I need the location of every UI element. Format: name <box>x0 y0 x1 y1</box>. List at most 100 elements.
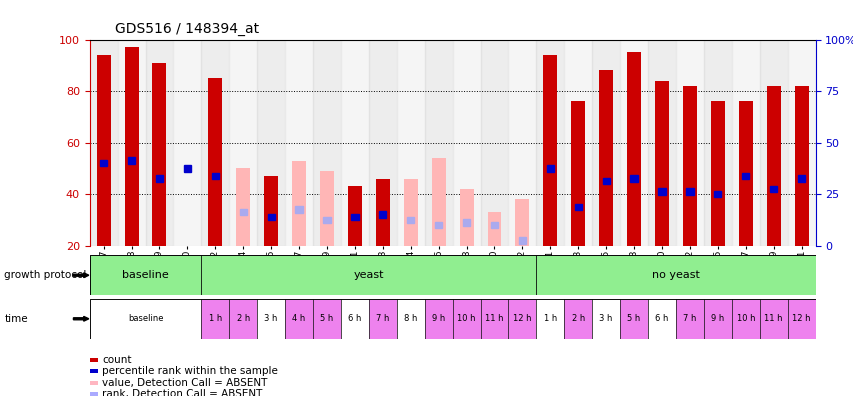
Bar <box>340 40 368 246</box>
Bar <box>546 165 554 171</box>
Bar <box>347 186 362 246</box>
Bar <box>602 178 609 185</box>
Bar <box>267 214 275 221</box>
Bar <box>599 70 612 246</box>
Bar <box>351 214 358 221</box>
Bar <box>591 40 619 246</box>
Text: 11 h: 11 h <box>485 314 503 323</box>
Bar <box>379 211 386 218</box>
Bar <box>128 157 135 164</box>
Bar <box>786 40 815 246</box>
Bar <box>564 299 591 339</box>
Bar <box>155 175 163 182</box>
Bar <box>403 179 417 246</box>
Text: 8 h: 8 h <box>403 314 417 323</box>
Text: GDS516 / 148394_at: GDS516 / 148394_at <box>115 22 259 36</box>
Bar <box>452 40 480 246</box>
Bar <box>682 86 696 246</box>
Bar <box>340 299 368 339</box>
Bar <box>536 40 564 246</box>
Bar <box>676 299 703 339</box>
Bar <box>647 299 676 339</box>
Text: 9 h: 9 h <box>711 314 723 323</box>
Bar <box>323 217 330 223</box>
Bar <box>212 173 218 179</box>
Text: 12 h: 12 h <box>513 314 531 323</box>
Bar <box>793 86 808 246</box>
Bar <box>257 40 285 246</box>
Text: 6 h: 6 h <box>348 314 361 323</box>
Text: 10 h: 10 h <box>735 314 754 323</box>
Text: 12 h: 12 h <box>792 314 809 323</box>
Bar <box>285 299 313 339</box>
Bar <box>731 40 759 246</box>
Bar <box>487 212 501 246</box>
Bar <box>769 186 776 192</box>
Bar <box>759 40 786 246</box>
Bar <box>731 299 759 339</box>
Bar <box>407 217 414 223</box>
Text: rank, Detection Call = ABSENT: rank, Detection Call = ABSENT <box>102 388 263 396</box>
Text: time: time <box>4 314 28 324</box>
Bar <box>90 255 201 295</box>
Bar <box>424 299 452 339</box>
Text: 4 h: 4 h <box>292 314 305 323</box>
Bar <box>452 299 480 339</box>
Bar <box>285 40 313 246</box>
Bar <box>686 188 693 195</box>
Bar <box>741 173 749 179</box>
Text: 5 h: 5 h <box>320 314 334 323</box>
Text: 6 h: 6 h <box>654 314 668 323</box>
Bar <box>490 222 497 228</box>
Bar <box>518 237 525 244</box>
Bar <box>153 63 166 246</box>
Bar <box>375 179 389 246</box>
Bar <box>571 101 584 246</box>
Bar <box>759 299 786 339</box>
Bar <box>90 299 201 339</box>
Bar <box>201 299 229 339</box>
Bar <box>96 55 111 246</box>
Text: 7 h: 7 h <box>375 314 389 323</box>
Bar <box>676 40 703 246</box>
Bar <box>424 40 452 246</box>
Bar <box>591 299 619 339</box>
Bar <box>183 165 191 171</box>
Bar <box>434 222 442 228</box>
Text: yeast: yeast <box>353 270 384 280</box>
Bar <box>173 40 201 246</box>
Bar <box>208 78 222 246</box>
Text: 2 h: 2 h <box>236 314 250 323</box>
Bar <box>658 188 664 195</box>
Bar <box>480 40 508 246</box>
Bar <box>543 55 557 246</box>
Text: 3 h: 3 h <box>599 314 612 323</box>
Bar <box>100 160 107 166</box>
Bar <box>713 191 721 197</box>
Bar <box>703 299 731 339</box>
Text: 5 h: 5 h <box>627 314 640 323</box>
Text: 2 h: 2 h <box>571 314 584 323</box>
Bar <box>240 209 247 215</box>
Bar <box>431 158 445 246</box>
Bar <box>738 101 751 246</box>
Bar <box>264 176 278 246</box>
Bar <box>480 299 508 339</box>
Bar <box>508 40 536 246</box>
Text: no yeast: no yeast <box>652 270 699 280</box>
Text: 3 h: 3 h <box>264 314 277 323</box>
Bar <box>90 40 118 246</box>
Bar <box>574 204 581 210</box>
Bar <box>459 189 473 246</box>
Bar <box>313 40 340 246</box>
Text: 1 h: 1 h <box>208 314 222 323</box>
Text: 1 h: 1 h <box>543 314 556 323</box>
Bar <box>647 40 676 246</box>
Bar <box>797 175 804 182</box>
Bar <box>515 199 529 246</box>
Text: 7 h: 7 h <box>682 314 696 323</box>
Bar <box>145 40 173 246</box>
Text: 10 h: 10 h <box>457 314 475 323</box>
Bar <box>710 101 724 246</box>
Text: baseline: baseline <box>128 314 163 323</box>
